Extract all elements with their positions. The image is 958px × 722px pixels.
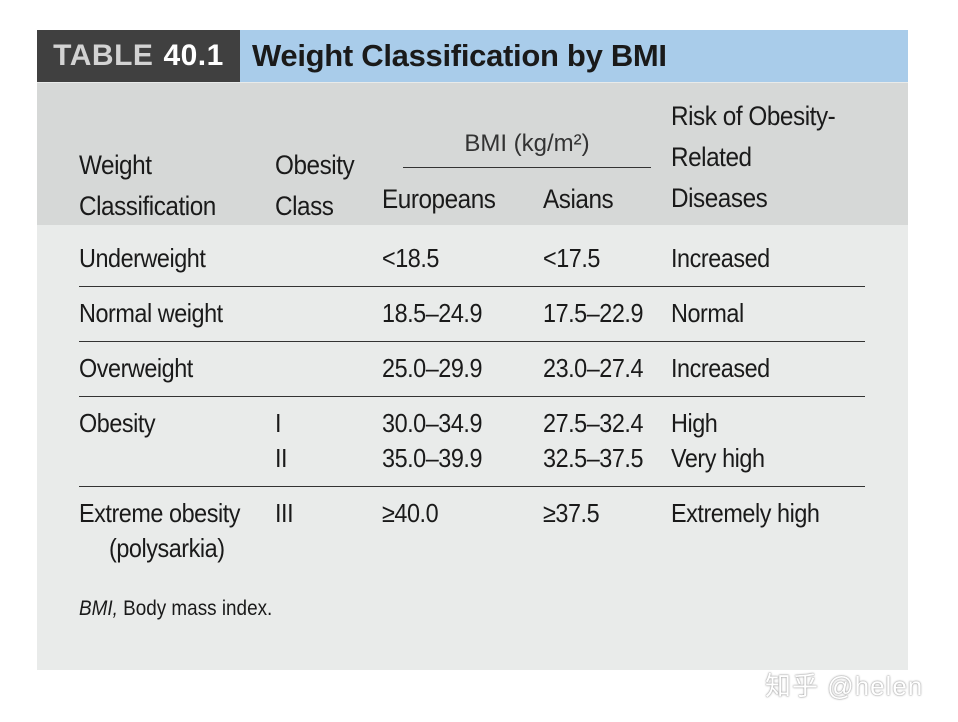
table-tag: TABLE 40.1 — [37, 30, 240, 82]
footnote-text: Body mass index. — [117, 597, 273, 620]
header-risk-line3: Diseases — [671, 183, 768, 213]
row2-risk: Normal — [671, 298, 744, 328]
table-title: Weight Classification by BMI — [240, 30, 908, 82]
row-divider — [79, 341, 865, 342]
row1-asians: <17.5 — [543, 243, 600, 273]
header-bmi-group: BMI (kg/m²) — [464, 130, 590, 157]
row1-europeans: <18.5 — [382, 243, 439, 273]
header-band — [37, 83, 908, 225]
row5-risk: Very high — [671, 443, 765, 473]
header-weight-line2: Classification — [79, 191, 216, 221]
table-card: TABLE 40.1 Weight Classification by BMI … — [37, 30, 908, 670]
row-divider — [79, 486, 865, 487]
header-weight-line1: Weight — [79, 150, 152, 180]
table-number: 40.1 — [163, 39, 224, 72]
header-asians: Asians — [543, 184, 614, 214]
row2-classification: Normal weight — [79, 298, 223, 328]
header-risk-line1: Risk of Obesity- — [671, 101, 836, 131]
row1-risk: Increased — [671, 243, 770, 273]
row3-europeans: 25.0–29.9 — [382, 353, 483, 383]
row4-europeans: 30.0–34.9 — [382, 408, 483, 438]
row6-europeans: ≥40.0 — [382, 498, 439, 528]
row3-classification: Overweight — [79, 353, 193, 383]
header-weight-classification: Weight Classification — [79, 145, 216, 227]
footnote-abbreviation: BMI, — [79, 597, 118, 620]
row6-class: III — [275, 498, 294, 528]
header-europeans: Europeans — [382, 184, 496, 214]
row2-europeans: 18.5–24.9 — [382, 298, 483, 328]
header-class-line1: Obesity — [275, 150, 355, 180]
row5-europeans: 35.0–39.9 — [382, 443, 483, 473]
row5-asians: 32.5–37.5 — [543, 443, 644, 473]
header-risk-line2: Related — [671, 142, 752, 172]
row6-classification: Extreme obesity — [79, 498, 241, 528]
row5-class: II — [275, 443, 288, 473]
row2-asians: 17.5–22.9 — [543, 298, 644, 328]
row-divider — [79, 286, 865, 287]
row1-classification: Underweight — [79, 243, 206, 273]
row-divider — [79, 396, 865, 397]
row4-classification: Obesity — [79, 408, 156, 438]
row3-risk: Increased — [671, 353, 770, 383]
table-title-bar: TABLE 40.1 Weight Classification by BMI — [37, 30, 908, 82]
row6-asians: ≥37.5 — [543, 498, 600, 528]
row6-risk: Extremely high — [671, 498, 820, 528]
row3-asians: 23.0–27.4 — [543, 353, 644, 383]
row4-risk: High — [671, 408, 718, 438]
watermark: 知乎 @helen — [765, 671, 924, 701]
header-class-line2: Class — [275, 191, 334, 221]
row4-class: I — [275, 408, 282, 438]
row6-classification-line2: (polysarkia) — [109, 533, 225, 563]
header-obesity-class: Obesity Class — [275, 145, 355, 227]
header-bmi-rule — [403, 167, 651, 168]
header-risk: Risk of Obesity- Related Diseases — [671, 96, 836, 219]
table-footnote: BMI, Body mass index. — [79, 597, 272, 621]
row4-asians: 27.5–32.4 — [543, 408, 644, 438]
table-tag-label: TABLE — [53, 39, 154, 72]
